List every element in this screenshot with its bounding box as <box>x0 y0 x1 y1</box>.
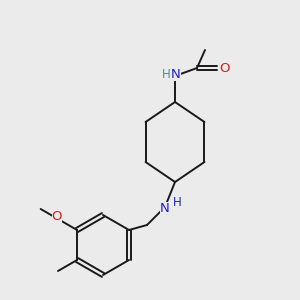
Text: O: O <box>52 211 62 224</box>
Text: H: H <box>162 68 170 80</box>
Text: N: N <box>160 202 170 214</box>
Text: N: N <box>171 68 181 80</box>
Text: O: O <box>219 61 229 74</box>
Text: H: H <box>172 196 182 208</box>
